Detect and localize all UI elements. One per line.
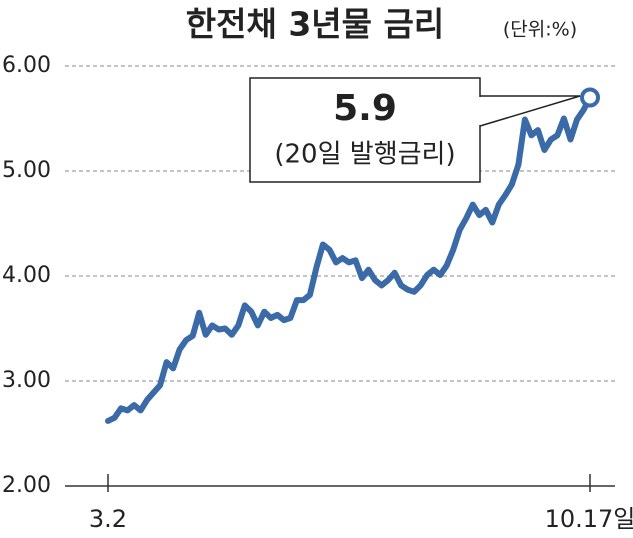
callout-value: 5.9 [333,88,397,129]
y-tick-label: 2.00 [2,473,51,498]
grid: 2.00 3.00 4.00 5.00 6.00 3.2 10.17일 [2,53,633,533]
y-tick-label: 3.00 [2,368,51,393]
end-marker [580,87,600,108]
callout-note: (20일 발행금리) [274,140,455,170]
x-tick-label: 3.2 [89,505,127,533]
y-tick-label: 5.00 [2,158,51,183]
plot [105,87,600,424]
y-tick-label: 4.00 [2,263,51,288]
callout-box [249,77,481,183]
chart-title: 한전채 3년물 금리 [186,5,444,44]
series-line [105,94,593,424]
x-tick-label: 10.17일 [545,505,633,533]
callout-pointer [479,95,581,127]
y-tick-label: 6.00 [2,53,51,78]
chart-subtitle: (단위:%) [503,19,577,41]
